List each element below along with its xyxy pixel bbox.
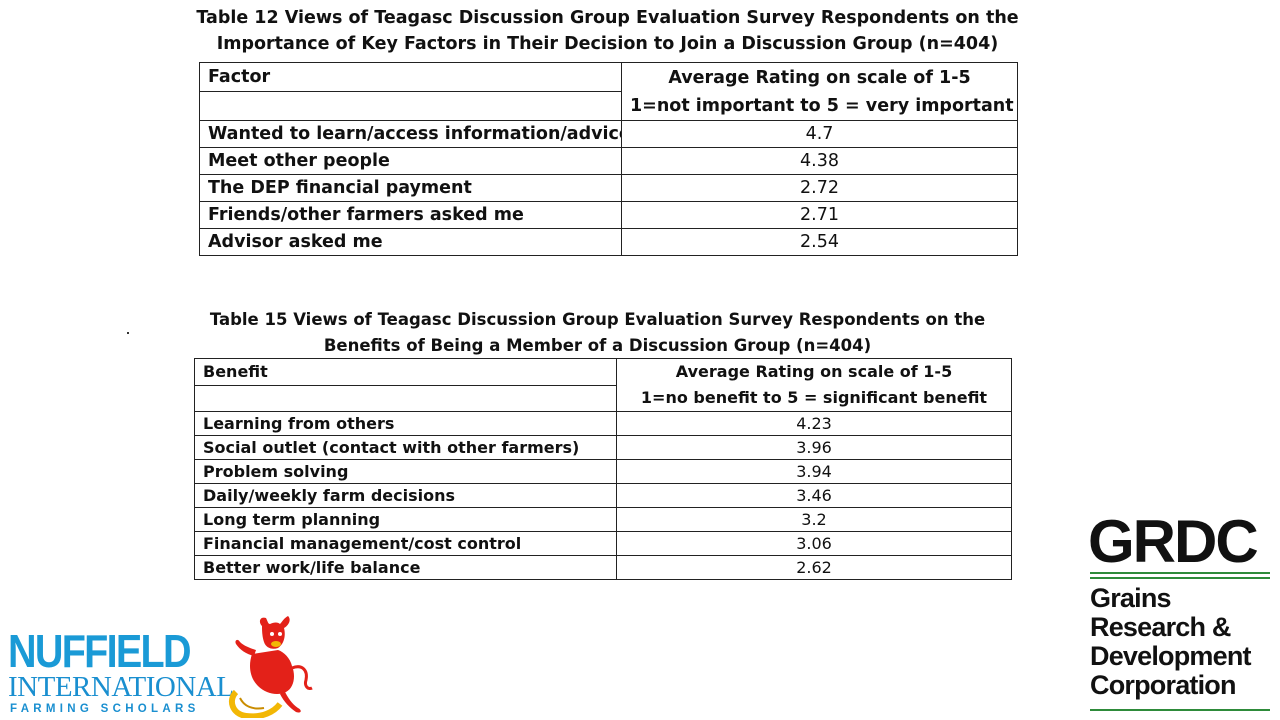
table-15-row-value: 3.2 xyxy=(616,507,1012,532)
clipped-text-fragment xyxy=(220,300,980,304)
table-12-row-label: Friends/other farmers asked me xyxy=(199,201,622,229)
table-12-header-factor: Factor xyxy=(199,62,622,92)
table-12: Factor Average Rating on scale of 1-5 1=… xyxy=(199,62,1018,256)
table-15-header-empty xyxy=(194,384,617,412)
grdc-logo-name-line4: Corporation xyxy=(1090,670,1236,700)
table-15-row-label: Daily/weekly farm decisions xyxy=(194,483,617,508)
table-12-header-empty xyxy=(199,91,622,121)
table-15: Benefit Average Rating on scale of 1-5 1… xyxy=(194,358,1012,580)
table-12-row-value: 2.72 xyxy=(621,174,1018,202)
table-row: Long term planning 3.2 xyxy=(194,507,1012,532)
table-15-row-value: 4.23 xyxy=(616,411,1012,436)
table-15-caption-line1: Table 15 Views of Teagasc Discussion Gro… xyxy=(209,310,986,329)
table-12-caption: Table 12 Views of Teagasc Discussion Gro… xyxy=(160,5,1055,57)
grdc-logo: GRDC Grains Research & Development Corpo… xyxy=(1088,512,1274,714)
table-15-row-label: Financial management/cost control xyxy=(194,531,617,556)
stray-dot xyxy=(127,332,129,334)
table-12-caption-line1: Table 12 Views of Teagasc Discussion Gro… xyxy=(196,8,1019,28)
table-15-row-label: Better work/life balance xyxy=(194,555,617,580)
table-15-header-rating-line2: 1=no benefit to 5 = significant benefit xyxy=(640,388,988,407)
table-15-row-value: 3.06 xyxy=(616,531,1012,556)
table-12-row-value: 2.71 xyxy=(621,201,1018,229)
table-15-caption: Table 15 Views of Teagasc Discussion Gro… xyxy=(190,307,1005,359)
table-15-row-label: Long term planning xyxy=(194,507,617,532)
table-15-header-rating-line1: Average Rating on scale of 1-5 xyxy=(675,362,953,381)
table-15-row-value: 2.62 xyxy=(616,555,1012,580)
table-row: The DEP financial payment 2.72 xyxy=(199,174,1018,202)
nuffield-logo-word: NUFFIELD xyxy=(8,625,192,677)
grdc-logo-rule xyxy=(1090,572,1270,574)
table-12-header-rating-line2: 1=not important to 5 = very important xyxy=(630,95,1014,116)
grdc-logo-fullname: Grains Research & Development Corporatio… xyxy=(1090,583,1252,700)
table-row: Daily/weekly farm decisions 3.46 xyxy=(194,483,1012,508)
nuffield-logo: NUFFIELD INTERNATIONAL FARMING SCHOLARS xyxy=(6,612,316,718)
table-row: Financial management/cost control 3.06 xyxy=(194,531,1012,556)
table-12-caption-line2: Importance of Key Factors in Their Decis… xyxy=(216,34,999,54)
table-12-row-value: 2.54 xyxy=(621,228,1018,256)
grdc-logo-rule xyxy=(1090,709,1270,711)
table-12-row-label: Meet other people xyxy=(199,147,622,175)
table-row: Advisor asked me 2.54 xyxy=(199,228,1018,256)
table-row: Learning from others 4.23 xyxy=(194,411,1012,436)
table-15-row-value: 3.94 xyxy=(616,459,1012,484)
table-12-row-label: The DEP financial payment xyxy=(199,174,622,202)
red-bull-icon xyxy=(228,616,313,718)
table-12-row-label: Wanted to learn/access information/advic… xyxy=(199,120,622,148)
table-15-caption-line2: Benefits of Being a Member of a Discussi… xyxy=(323,336,872,355)
grdc-logo-rule xyxy=(1090,577,1270,579)
table-15-row-value: 3.96 xyxy=(616,435,1012,460)
grdc-logo-acronym: GRDC xyxy=(1088,508,1259,575)
grdc-logo-name-line1: Grains xyxy=(1090,583,1172,613)
nuffield-logo-tagline: FARMING SCHOLARS xyxy=(10,703,200,715)
table-row: Friends/other farmers asked me 2.71 xyxy=(199,201,1018,229)
grdc-logo-name-line2: Research & xyxy=(1090,612,1231,642)
table-12-header-rating-line1: Average Rating on scale of 1-5 xyxy=(668,67,971,88)
table-row: Wanted to learn/access information/advic… xyxy=(199,120,1018,148)
table-12-row-value: 4.38 xyxy=(621,147,1018,175)
table-15-row-label: Problem solving xyxy=(194,459,617,484)
nuffield-logo-international: INTERNATIONAL xyxy=(8,671,234,703)
table-row: Problem solving 3.94 xyxy=(194,459,1012,484)
table-12-row-value: 4.7 xyxy=(621,120,1018,148)
table-15-row-label: Social outlet (contact with other farmer… xyxy=(194,435,617,460)
table-15-header-rating: Average Rating on scale of 1-5 1=no bene… xyxy=(616,358,1012,412)
table-15-row-value: 3.46 xyxy=(616,483,1012,508)
table-15-row-label: Learning from others xyxy=(194,411,617,436)
table-row: Better work/life balance 2.62 xyxy=(194,555,1012,580)
table-12-row-label: Advisor asked me xyxy=(199,228,622,256)
table-12-header-rating: Average Rating on scale of 1-5 1=not imp… xyxy=(621,62,1018,121)
table-15-header-benefit: Benefit xyxy=(194,358,617,386)
grdc-logo-name-line3: Development xyxy=(1090,641,1252,671)
table-row: Meet other people 4.38 xyxy=(199,147,1018,175)
table-row: Social outlet (contact with other farmer… xyxy=(194,435,1012,460)
